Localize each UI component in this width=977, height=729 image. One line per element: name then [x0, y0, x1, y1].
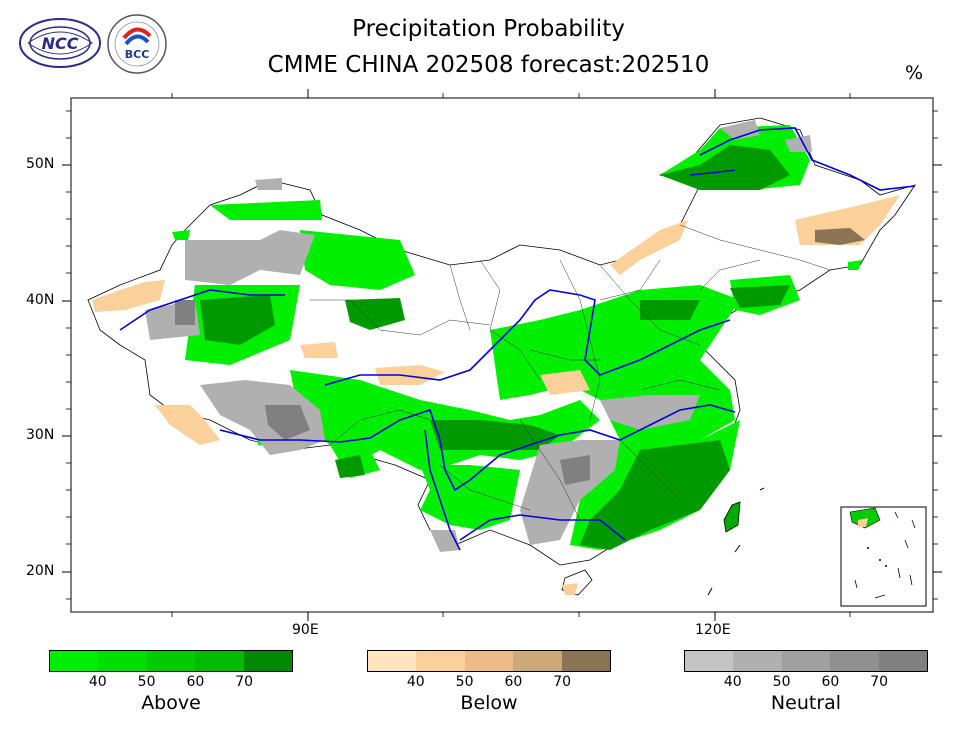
legend-tick: 60 [504, 674, 523, 690]
unit-label: % [905, 62, 924, 84]
map-title: Precipitation Probability [352, 16, 625, 42]
ncc-logo: NCC [19, 18, 101, 68]
lon-label-90e: 90E [292, 622, 319, 638]
yangtze-river [219, 404, 736, 492]
legend-swatch [830, 651, 879, 671]
above-strong-regions [200, 145, 790, 550]
lat-label-50n: 50N [26, 156, 55, 172]
bcc-logo: BCC [107, 14, 167, 74]
legend-tick: 70 [870, 674, 889, 690]
legend-tick: 40 [88, 674, 107, 690]
legend-swatch [195, 651, 244, 671]
legend-tick: 70 [553, 674, 572, 690]
taiwan-outline [723, 501, 741, 533]
lat-label-40n: 40N [26, 292, 55, 308]
legend-swatch [368, 651, 417, 671]
legend-tick: 40 [723, 674, 742, 690]
lat-label-20n: 20N [26, 563, 55, 579]
legend-neutral-label: Neutral [770, 692, 842, 714]
legend-tick: 50 [137, 674, 156, 690]
legend-neutral-bar [684, 650, 928, 672]
minor-ticks [66, 93, 938, 617]
legend-neutral: 40 50 60 70 Neutral [684, 650, 928, 714]
map-subtitle: CMME CHINA 202508 forecast:202510 [267, 52, 710, 78]
yellow-river [324, 289, 731, 386]
legend-above: 40 50 60 70 Above [49, 650, 293, 714]
south-china-sea-inset [840, 506, 927, 607]
legend-tick: 70 [235, 674, 254, 690]
legend-tick: 60 [821, 674, 840, 690]
legend-swatch [416, 651, 465, 671]
nine-dash-line [707, 487, 765, 596]
legend-swatch [513, 651, 562, 671]
legend-tick: 50 [455, 674, 474, 690]
songhua-river [689, 169, 736, 176]
legend-below: 40 50 60 70 Below [367, 650, 611, 714]
svg-text:BCC: BCC [125, 48, 150, 61]
legend-swatch [733, 651, 782, 671]
legend-swatch [561, 651, 611, 671]
lat-label-30n: 30N [26, 427, 55, 443]
svg-text:NCC: NCC [42, 34, 79, 53]
below-strong-region [815, 228, 865, 245]
legend-swatch [464, 651, 514, 671]
lon-label-120e: 120E [695, 622, 731, 638]
lancang-river [424, 429, 461, 551]
province-boundaries [310, 224, 831, 521]
legend-tick: 50 [772, 674, 791, 690]
legend-swatch [50, 651, 99, 671]
axis-ticks [62, 89, 942, 621]
neutral-strong-regions [175, 300, 590, 485]
legend-below-bar [367, 650, 611, 672]
legend-swatch [781, 651, 831, 671]
legend-below-label: Below [460, 692, 518, 714]
legend-tick: 60 [186, 674, 205, 690]
legend-above-bar [49, 650, 293, 672]
legend-swatch [685, 651, 734, 671]
legend-tick: 40 [406, 674, 425, 690]
legend-swatch [243, 651, 293, 671]
pearl-river [459, 514, 626, 541]
legend-swatch [146, 651, 196, 671]
legend-swatch [878, 651, 928, 671]
tarim-river [119, 289, 285, 331]
amur-river [699, 127, 916, 191]
legend-swatch [98, 651, 147, 671]
rivers [119, 127, 916, 551]
legend-above-label: Above [141, 692, 201, 714]
